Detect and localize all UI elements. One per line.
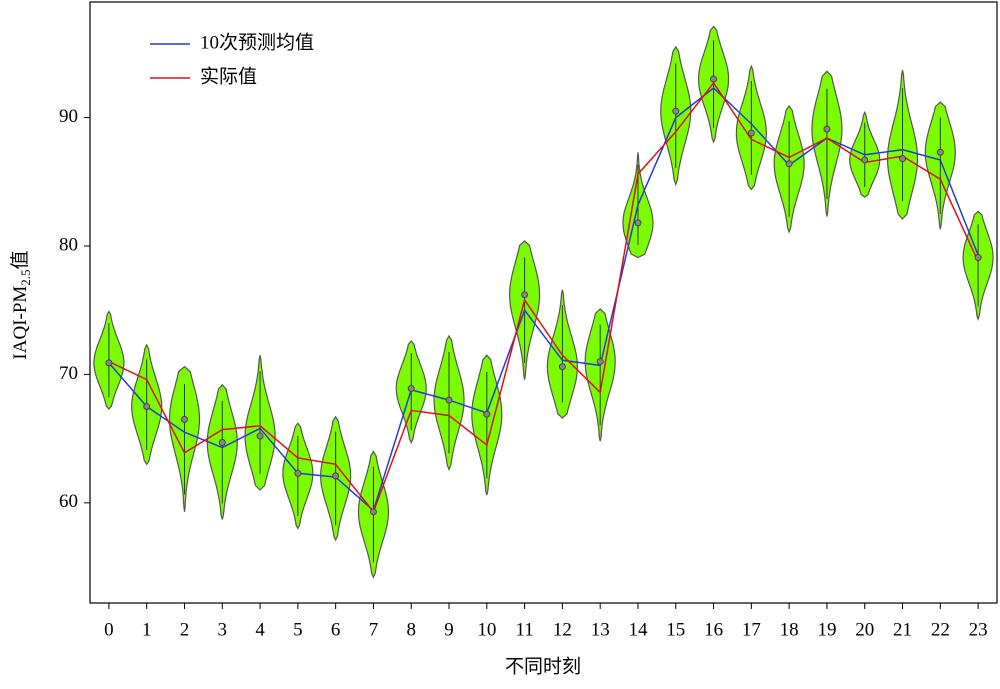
violin-median bbox=[861, 156, 869, 164]
violin-median bbox=[672, 107, 680, 115]
y-axis-label-suffix: 值 bbox=[9, 250, 31, 269]
violin-median bbox=[710, 75, 718, 83]
y-tick-label: 70 bbox=[59, 363, 78, 384]
y-axis-label: IAQI-PM2.5值 bbox=[9, 250, 33, 359]
x-tick-label: 2 bbox=[180, 619, 190, 640]
x-tick-label: 13 bbox=[591, 619, 610, 640]
violin-median bbox=[823, 125, 831, 133]
violin-median bbox=[596, 358, 604, 366]
x-tick-label: 7 bbox=[369, 619, 379, 640]
y-axis-label-sub: 2.5 bbox=[18, 269, 33, 285]
y-tick-label: 90 bbox=[59, 106, 78, 127]
x-tick-label: 18 bbox=[780, 619, 799, 640]
x-axis-label: 不同时刻 bbox=[505, 655, 581, 677]
x-tick-label: 19 bbox=[817, 619, 836, 640]
violin-median bbox=[936, 148, 944, 156]
violin-median bbox=[747, 129, 755, 137]
x-tick-label: 6 bbox=[331, 619, 341, 640]
x-tick-label: 10 bbox=[477, 619, 496, 640]
x-tick-label: 21 bbox=[893, 619, 912, 640]
violin-median bbox=[256, 432, 264, 440]
violin-median bbox=[558, 363, 566, 371]
y-tick-label: 60 bbox=[59, 491, 78, 512]
x-tick-label: 17 bbox=[742, 619, 761, 640]
x-tick-label: 15 bbox=[666, 619, 685, 640]
x-tick-label: 14 bbox=[628, 619, 648, 640]
violin-median bbox=[332, 472, 340, 480]
x-tick-label: 22 bbox=[931, 619, 950, 640]
violin-median bbox=[218, 438, 226, 446]
violin-median bbox=[974, 254, 982, 262]
plot-frame bbox=[89, 1, 998, 604]
series-line bbox=[108, 87, 979, 512]
x-tick-label: 16 bbox=[704, 619, 723, 640]
x-tick-label: 9 bbox=[444, 619, 454, 640]
y-axis-label-main: IAQI-PM bbox=[10, 286, 31, 360]
y-tick-label: 80 bbox=[59, 234, 78, 255]
x-tick-label: 11 bbox=[515, 619, 533, 640]
violin-median bbox=[899, 155, 907, 163]
x-tick-label: 12 bbox=[553, 619, 572, 640]
violin-median bbox=[521, 291, 529, 299]
violin-median bbox=[143, 403, 151, 411]
x-tick-label: 0 bbox=[104, 619, 114, 640]
x-tick-label: 4 bbox=[255, 619, 265, 640]
x-tick-label: 20 bbox=[855, 619, 874, 640]
x-tick-label: 1 bbox=[142, 619, 152, 640]
series-line bbox=[108, 81, 979, 514]
x-tick-label: 3 bbox=[218, 619, 228, 640]
violin-median bbox=[180, 415, 188, 423]
violin-median bbox=[445, 396, 453, 404]
legend-label: 10次预测均值 bbox=[200, 31, 314, 53]
legend-label: 实际值 bbox=[200, 65, 257, 87]
violin-median bbox=[105, 359, 113, 367]
x-tick-label: 5 bbox=[293, 619, 303, 640]
x-tick-label: 8 bbox=[406, 619, 416, 640]
violin-median bbox=[634, 219, 642, 227]
violin-median bbox=[294, 469, 302, 477]
violin-median bbox=[785, 160, 793, 168]
violin-median bbox=[369, 508, 377, 516]
violin-median bbox=[483, 410, 491, 418]
x-tick-label: 23 bbox=[969, 619, 988, 640]
violin-median bbox=[407, 385, 415, 393]
